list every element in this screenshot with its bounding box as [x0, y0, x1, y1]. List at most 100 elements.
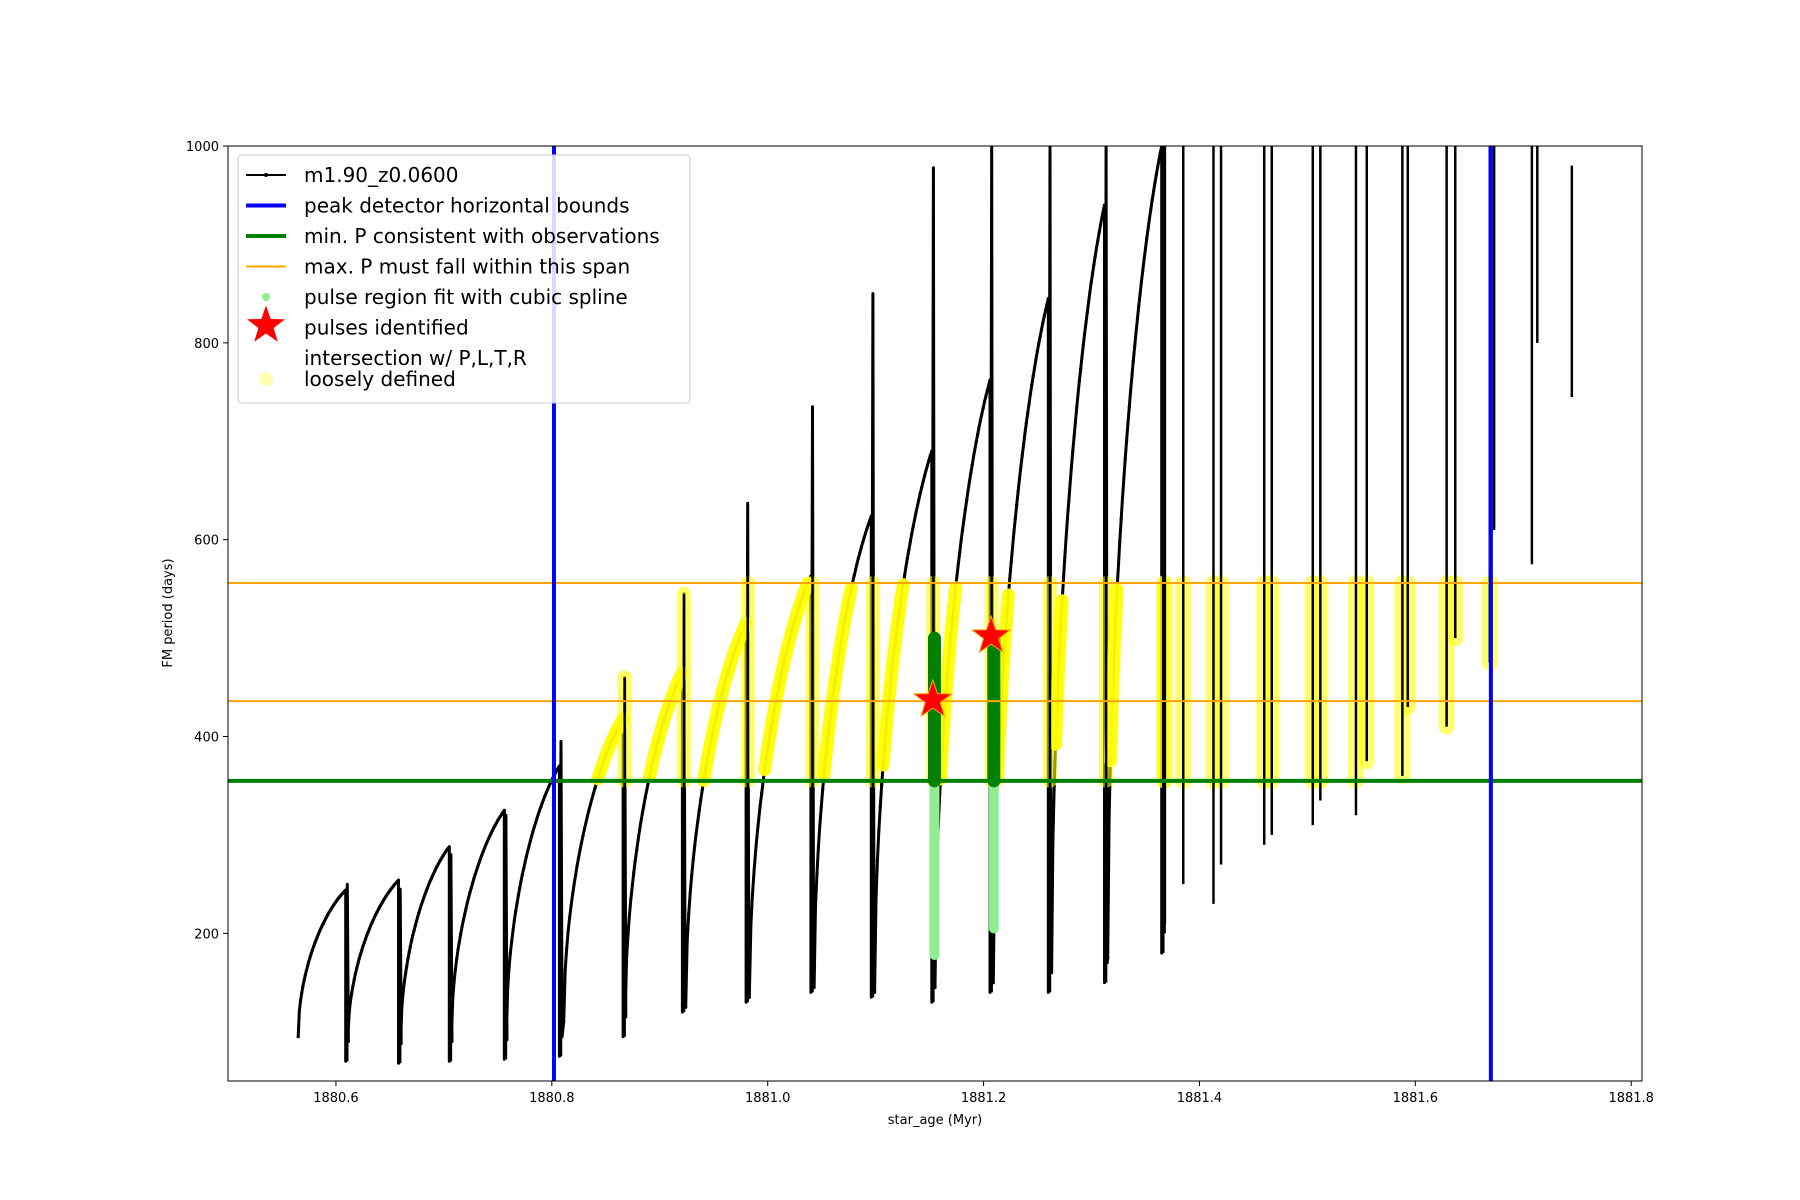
track-point	[874, 897, 878, 902]
track-point	[1076, 392, 1080, 397]
track-point	[629, 897, 633, 901]
track-point	[406, 957, 410, 961]
track-point	[350, 992, 354, 996]
track-point	[455, 957, 459, 961]
track-point	[522, 866, 526, 871]
x-axis-label: star_age (Myr)	[888, 1113, 982, 1128]
track-point	[1147, 216, 1152, 220]
plot-frame	[227, 145, 1643, 1082]
track-point	[1061, 576, 1066, 581]
legend-label-line2: loosely defined	[304, 367, 456, 391]
track-point	[749, 923, 753, 927]
track-point	[962, 518, 966, 522]
track-point	[584, 820, 588, 825]
track-point	[960, 528, 965, 532]
track-point	[700, 788, 704, 792]
track-point	[818, 824, 822, 828]
track-point	[411, 933, 415, 937]
y-tick-label: 800	[194, 337, 219, 352]
track-point	[405, 964, 409, 968]
track-point	[1023, 432, 1027, 436]
track-point	[1092, 263, 1096, 267]
track-point	[510, 938, 514, 943]
track-point	[1033, 366, 1037, 370]
track-point	[352, 978, 356, 982]
track-point	[434, 867, 438, 871]
track-point	[877, 829, 881, 834]
track-point	[587, 808, 591, 812]
track-point	[476, 864, 480, 868]
track-point	[375, 910, 379, 914]
track-point	[414, 919, 419, 923]
track-point	[1142, 257, 1146, 261]
intersection-segment	[697, 616, 753, 787]
track-point	[579, 841, 584, 845]
track-point	[1079, 367, 1083, 371]
track-point	[421, 899, 425, 903]
track-point	[924, 468, 928, 472]
track-point	[1096, 238, 1100, 242]
track-point	[1067, 499, 1071, 503]
track-point	[904, 565, 908, 569]
track-point	[1022, 442, 1026, 447]
intersection-segment	[1049, 594, 1069, 751]
legend-item-min_p: min. P consistent with observations	[246, 224, 660, 248]
track-point	[1143, 246, 1148, 251]
track-point	[1016, 490, 1020, 494]
track-point	[880, 783, 884, 787]
track-point	[1083, 332, 1087, 336]
track-point	[320, 924, 324, 928]
track-point	[1077, 379, 1081, 384]
track-point	[967, 480, 972, 484]
track-point	[524, 855, 528, 859]
track-point	[1008, 576, 1012, 580]
track-point	[527, 844, 531, 848]
track-point	[1094, 246, 1099, 250]
track-point	[591, 792, 596, 796]
x-tick-label: 1881.0	[745, 1091, 791, 1106]
track-point	[353, 972, 357, 976]
track-point	[1064, 536, 1068, 540]
legend-label: pulses identified	[304, 316, 469, 340]
track-point	[1130, 373, 1134, 378]
track-point	[866, 522, 871, 526]
track-point	[917, 497, 921, 501]
track-point	[574, 873, 578, 877]
track-point	[697, 808, 701, 812]
track-point	[1153, 181, 1157, 185]
track-point	[473, 872, 477, 876]
legend-label: peak detector horizontal bounds	[304, 194, 630, 218]
track-point	[905, 556, 910, 560]
track-point	[1080, 355, 1084, 359]
track-point	[1081, 343, 1085, 347]
track-point	[1089, 281, 1093, 285]
track-point	[978, 419, 983, 423]
track-point	[1135, 317, 1139, 321]
track-point	[298, 999, 303, 1003]
track-point	[408, 944, 412, 948]
track-point	[429, 877, 433, 881]
track-point	[1015, 503, 1019, 507]
track-point	[516, 893, 521, 897]
x-tick-label: 1881.2	[961, 1091, 1007, 1106]
track-point	[563, 968, 567, 972]
track-point	[418, 907, 422, 911]
track-point	[401, 991, 405, 995]
track-point	[1071, 450, 1075, 454]
intersection-segment	[817, 581, 858, 781]
track-point	[468, 891, 472, 895]
track-point	[367, 927, 371, 931]
track-point	[816, 845, 821, 849]
track-point	[515, 901, 519, 905]
legend-handle-track-marker	[264, 173, 268, 177]
track-point	[982, 400, 987, 404]
track-point	[643, 796, 647, 800]
track-point	[1126, 422, 1130, 426]
track-point	[813, 904, 818, 909]
y-tick-label: 200	[194, 927, 219, 942]
x-tick-label: 1881.4	[1177, 1091, 1223, 1106]
track-point	[1084, 321, 1088, 325]
track-point	[862, 535, 866, 540]
